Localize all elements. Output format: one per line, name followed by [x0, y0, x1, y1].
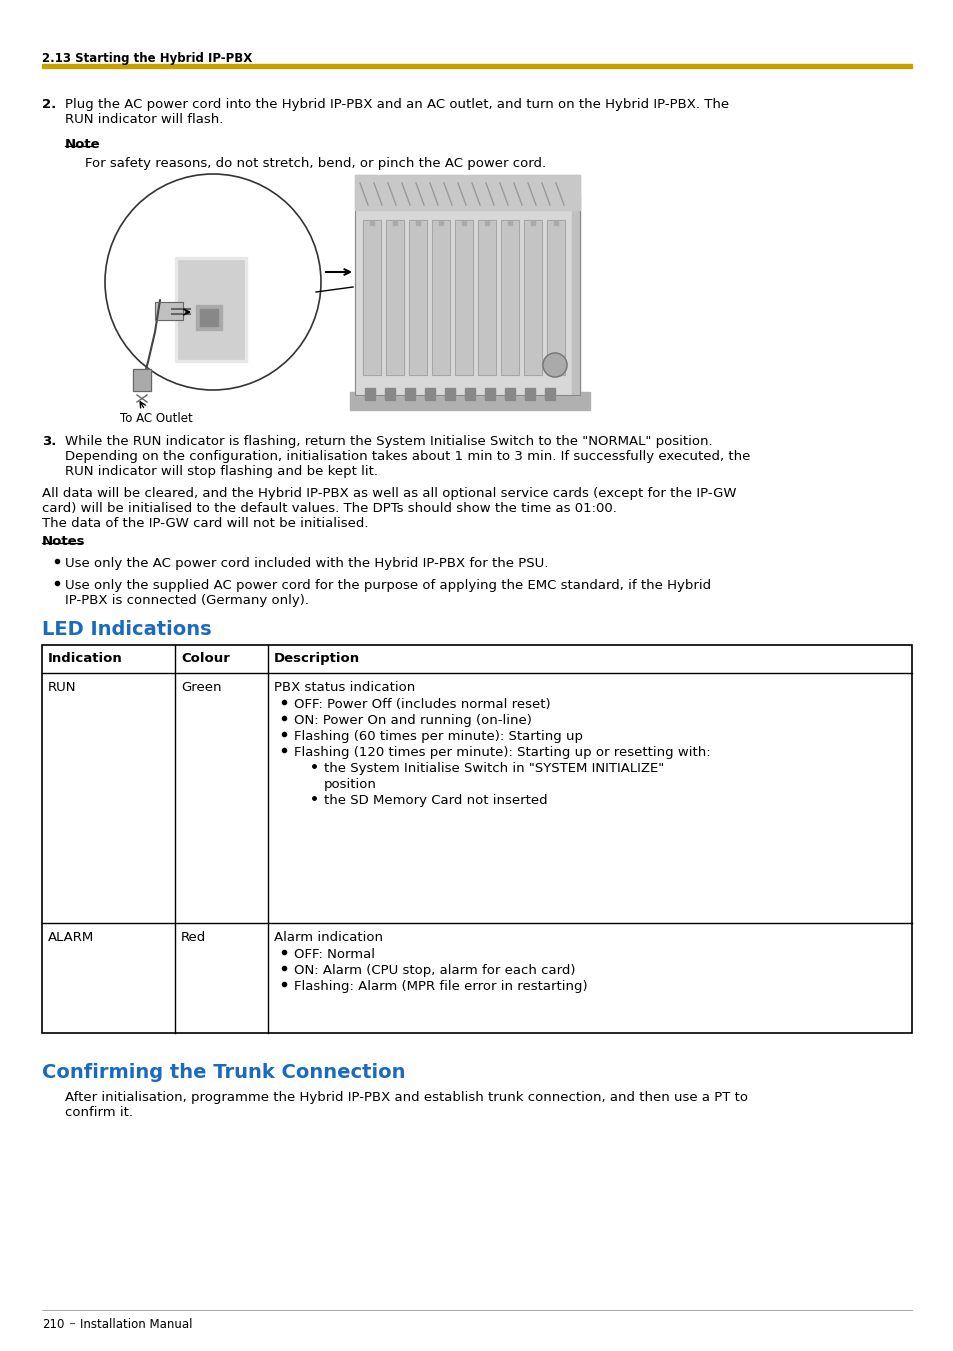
Bar [455, 220, 473, 376]
Text: the SD Memory Card not inserted: the SD Memory Card not inserted [324, 794, 547, 807]
Text: Confirming the Trunk Connection: Confirming the Trunk Connection [42, 1063, 405, 1082]
Bar [572, 195, 579, 394]
Text: ON: Power On and running (on-line): ON: Power On and running (on-line) [294, 713, 532, 727]
Bar [363, 220, 380, 376]
Bar [455, 220, 473, 376]
Bar [355, 176, 579, 394]
Bar [350, 392, 589, 409]
Text: Depending on the configuration, initialisation takes about 1 min to 3 min. If su: Depending on the configuration, initiali… [65, 450, 750, 463]
Bar [200, 309, 218, 326]
Bar [42, 644, 911, 1034]
Text: ALARM: ALARM [48, 931, 94, 944]
Text: Use only the supplied AC power cord for the purpose of applying the EMC standard: Use only the supplied AC power cord for … [65, 580, 710, 592]
Text: 2.13 Starting the Hybrid IP-PBX: 2.13 Starting the Hybrid IP-PBX [42, 51, 252, 65]
Bar [174, 257, 247, 362]
Text: Plug the AC power cord into the Hybrid IP-PBX and an AC outlet, and turn on the : Plug the AC power cord into the Hybrid I… [65, 99, 728, 111]
Bar [409, 220, 427, 376]
Text: All data will be cleared, and the Hybrid IP-PBX as well as all optional service : All data will be cleared, and the Hybrid… [42, 486, 736, 500]
Bar [365, 388, 375, 400]
Text: For safety reasons, do not stretch, bend, or pinch the AC power cord.: For safety reasons, do not stretch, bend… [85, 157, 545, 170]
Text: While the RUN indicator is flashing, return the System Initialise Switch to the : While the RUN indicator is flashing, ret… [65, 435, 712, 449]
Text: Flashing (120 times per minute): Starting up or resetting with:: Flashing (120 times per minute): Startin… [294, 746, 710, 759]
Text: Note: Note [65, 138, 100, 151]
Text: Description: Description [274, 653, 359, 665]
Bar [546, 220, 564, 376]
Bar [386, 220, 403, 376]
Bar [504, 388, 515, 400]
Bar [500, 220, 518, 376]
Text: Flashing (60 times per minute): Starting up: Flashing (60 times per minute): Starting… [294, 730, 582, 743]
Text: PBX status indication: PBX status indication [274, 681, 415, 694]
Text: 2.: 2. [42, 99, 56, 111]
Bar [432, 220, 450, 376]
Bar [444, 388, 455, 400]
Text: After initialisation, programme the Hybrid IP-PBX and establish trunk connection: After initialisation, programme the Hybr… [65, 1092, 747, 1104]
Text: OFF: Power Off (includes normal reset): OFF: Power Off (includes normal reset) [294, 698, 550, 711]
Bar [523, 220, 541, 376]
Bar [500, 220, 518, 376]
Text: RUN: RUN [48, 681, 76, 694]
Text: position: position [324, 778, 376, 790]
Text: 210: 210 [42, 1319, 64, 1331]
Bar [42, 644, 911, 1034]
Text: ON: Alarm (CPU stop, alarm for each card): ON: Alarm (CPU stop, alarm for each card… [294, 965, 575, 977]
Text: Indication: Indication [48, 653, 123, 665]
Bar [178, 259, 244, 359]
Text: LED Indications: LED Indications [42, 620, 212, 639]
Bar [484, 388, 495, 400]
Text: Notes: Notes [42, 535, 86, 549]
Bar [132, 369, 151, 390]
Text: Green: Green [181, 681, 221, 694]
Text: IP-PBX is connected (Germany only).: IP-PBX is connected (Germany only). [65, 594, 309, 607]
Text: Colour: Colour [181, 653, 230, 665]
Bar [363, 220, 380, 376]
Text: To AC Outlet: To AC Outlet [120, 412, 193, 426]
Bar [42, 63, 911, 68]
Bar [523, 220, 541, 376]
Text: The data of the IP-GW card will not be initialised.: The data of the IP-GW card will not be i… [42, 517, 368, 530]
Bar [544, 388, 555, 400]
Bar [432, 220, 450, 376]
Text: Installation Manual: Installation Manual [80, 1319, 193, 1331]
Bar [154, 303, 183, 320]
Bar [355, 176, 579, 394]
Text: OFF: Normal: OFF: Normal [294, 948, 375, 961]
Bar [546, 220, 564, 376]
Bar [464, 388, 475, 400]
Text: RUN indicator will stop flashing and be kept lit.: RUN indicator will stop flashing and be … [65, 465, 377, 478]
Text: 3.: 3. [42, 435, 56, 449]
Bar [132, 369, 151, 390]
Bar [385, 388, 395, 400]
Text: card) will be initialised to the default values. The DPTs should show the time a: card) will be initialised to the default… [42, 503, 617, 515]
Text: the System Initialise Switch in "SYSTEM INITIALIZE": the System Initialise Switch in "SYSTEM … [324, 762, 663, 775]
Bar [409, 220, 427, 376]
Bar [405, 388, 415, 400]
Text: Use only the AC power cord included with the Hybrid IP-PBX for the PSU.: Use only the AC power cord included with… [65, 557, 548, 570]
Text: RUN indicator will flash.: RUN indicator will flash. [65, 113, 223, 126]
Bar [524, 388, 535, 400]
Text: Flashing: Alarm (MPR file error in restarting): Flashing: Alarm (MPR file error in resta… [294, 979, 587, 993]
Bar [355, 176, 579, 209]
Bar [386, 220, 403, 376]
Text: Alarm indication: Alarm indication [274, 931, 382, 944]
Circle shape [542, 353, 566, 377]
Bar [424, 388, 435, 400]
Bar [154, 303, 183, 320]
Bar [195, 305, 222, 330]
Text: confirm it.: confirm it. [65, 1106, 132, 1119]
Bar [477, 220, 496, 376]
Bar [477, 220, 496, 376]
Text: Red: Red [181, 931, 206, 944]
